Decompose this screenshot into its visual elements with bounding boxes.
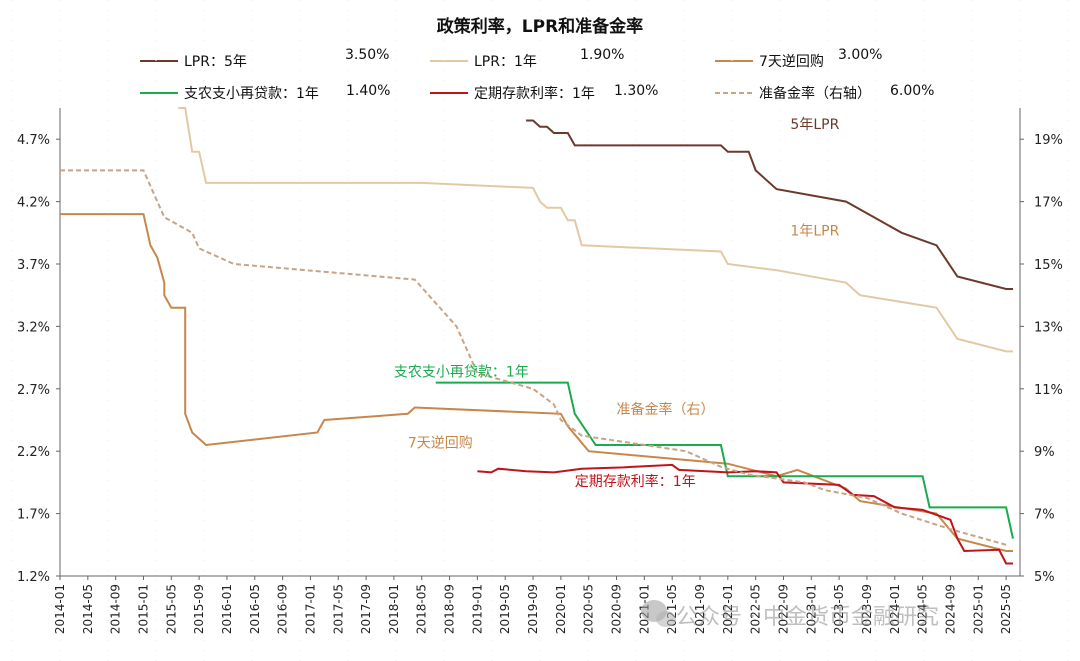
x-tick-label: 2018-01 [387, 584, 401, 634]
legend-value: 1.30% [614, 83, 658, 99]
x-tick-label: 2018-09 [443, 584, 457, 634]
legend-value: 6.00% [890, 83, 934, 99]
legend-value: 1.40% [346, 83, 390, 99]
left-tick-label: 2.2% [17, 445, 50, 460]
series-line [60, 213, 1013, 552]
wechat-icon [641, 600, 676, 627]
x-tick-label: 2014-01 [53, 584, 67, 634]
x-tick-label: 2022-09 [776, 584, 790, 634]
right-tick-label: 11% [1034, 383, 1063, 398]
x-tick-label: 2014-05 [81, 584, 95, 634]
x-tick-label: 2022-05 [749, 584, 763, 634]
left-tick-label: 3.7% [17, 258, 50, 273]
x-tick-label: 2019-01 [470, 584, 484, 634]
left-tick-label: 4.2% [17, 196, 50, 211]
right-tick-label: 15% [1034, 258, 1063, 273]
x-tick-label: 2017-09 [359, 584, 373, 634]
legend-value: 1.90% [580, 47, 624, 63]
series-line [178, 107, 1013, 353]
x-tick-label: 2015-01 [136, 584, 150, 634]
legend-label: 定期存款利率：1年 [474, 85, 595, 102]
annotation-label: 定期存款利率：1年 [575, 473, 696, 490]
x-tick-label: 2021-09 [693, 584, 707, 634]
x-tick-label: 2016-09 [276, 584, 290, 634]
wechat-icon-bubble-small [656, 611, 676, 627]
right-tick-label: 5% [1034, 570, 1055, 585]
left-tick-label: 1.7% [17, 508, 50, 523]
x-tick-label: 2025-01 [971, 584, 985, 634]
x-tick-label: 2015-09 [192, 584, 206, 634]
right-tick-label: 7% [1034, 508, 1055, 523]
legend-label: LPR：1年 [474, 54, 537, 70]
x-tick-label: 2019-05 [498, 584, 512, 634]
right-tick-label: 19% [1034, 133, 1063, 148]
x-tick-label: 2018-05 [415, 584, 429, 634]
legend-value: 3.50% [345, 47, 389, 63]
annotation-label: 准备金率（右） [617, 401, 715, 418]
x-tick-label: 2023-09 [860, 584, 874, 634]
x-tick-label: 2014-09 [109, 584, 123, 634]
series-line [435, 381, 1014, 539]
x-tick-label: 2017-05 [331, 584, 345, 634]
series-line [477, 463, 1013, 565]
legend-label: 准备金率（右轴） [759, 85, 871, 102]
legend-label: 7天逆回购 [759, 54, 824, 70]
series-group [60, 107, 1014, 565]
x-tick-label: 2025-05 [999, 584, 1013, 634]
axes: 4.7% 4.2% 3.7% 3.2% 2.7% 2.2% 1.7% 1.2% 19% 17% 15… [11, 0, 1069, 661]
x-tick-label: 2016-01 [220, 584, 234, 634]
legend: LPR：5年 3.50% LPR：1年 1.90% 7天逆回购 3.00% 支农支小再贷款：… [140, 47, 934, 102]
legend-value: 3.00% [838, 47, 882, 63]
left-tick-label: 4.7% [17, 133, 50, 148]
x-tick-label: 2022-01 [721, 584, 735, 634]
annotation-label: 5年LPR [790, 117, 839, 133]
x-tick-label: 2017-01 [303, 584, 317, 634]
series-line [60, 169, 1007, 546]
x-tick-label: 2020-01 [554, 584, 568, 634]
watermark-text: 公众号 · 中金货币金融研究 [676, 605, 939, 630]
left-tick-label: 2.7% [17, 383, 50, 398]
x-tick-label: 2016-05 [248, 584, 262, 634]
chart-title: 政策利率，LPR和准备金率 [437, 16, 643, 37]
annotation-label: 7天逆回购 [408, 435, 473, 451]
left-tick-label: 1.2% [17, 570, 50, 585]
watermark: 公众号 · 中金货币金融研究 [641, 600, 939, 630]
annotation-label: 支农支小再贷款：1年 [394, 364, 529, 380]
left-tick-label: 3.2% [17, 320, 50, 335]
x-tick-label: 2015-05 [164, 584, 178, 634]
x-tick-label: 2020-09 [610, 584, 624, 634]
right-tick-label: 9% [1034, 445, 1055, 460]
x-tick-label: 2024-05 [916, 584, 930, 634]
right-tick-label: 13% [1034, 320, 1063, 335]
x-tick-label: 2023-01 [804, 584, 818, 634]
x-tick-label: 2023-05 [832, 584, 846, 634]
legend-label: LPR：5年 [184, 54, 247, 70]
x-tick-label: 2020-05 [582, 584, 596, 634]
x-tick-label: 2024-09 [943, 584, 957, 634]
legend-label: 支农支小再贷款：1年 [184, 86, 319, 102]
series-line [526, 119, 1013, 290]
x-tick-label: 2024-01 [888, 584, 902, 634]
right-tick-label: 17% [1034, 196, 1063, 211]
x-tick-label: 2019-09 [526, 584, 540, 634]
annotation-label: 1年LPR [790, 223, 839, 239]
